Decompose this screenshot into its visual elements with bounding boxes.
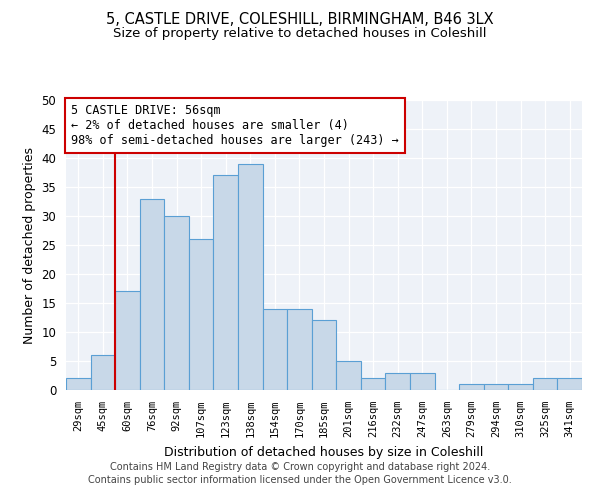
- Bar: [214, 176, 238, 390]
- Bar: [263, 309, 287, 390]
- Bar: [115, 292, 140, 390]
- Bar: [140, 198, 164, 390]
- Text: Contains public sector information licensed under the Open Government Licence v3: Contains public sector information licen…: [88, 475, 512, 485]
- Bar: [508, 384, 533, 390]
- Bar: [164, 216, 189, 390]
- X-axis label: Distribution of detached houses by size in Coleshill: Distribution of detached houses by size …: [164, 446, 484, 458]
- Bar: [312, 320, 336, 390]
- Bar: [336, 361, 361, 390]
- Text: 5 CASTLE DRIVE: 56sqm
← 2% of detached houses are smaller (4)
98% of semi-detach: 5 CASTLE DRIVE: 56sqm ← 2% of detached h…: [71, 104, 399, 148]
- Bar: [238, 164, 263, 390]
- Bar: [385, 372, 410, 390]
- Text: Size of property relative to detached houses in Coleshill: Size of property relative to detached ho…: [113, 28, 487, 40]
- Bar: [459, 384, 484, 390]
- Bar: [533, 378, 557, 390]
- Bar: [66, 378, 91, 390]
- Bar: [189, 239, 214, 390]
- Bar: [557, 378, 582, 390]
- Bar: [91, 355, 115, 390]
- Y-axis label: Number of detached properties: Number of detached properties: [23, 146, 36, 344]
- Bar: [287, 309, 312, 390]
- Bar: [484, 384, 508, 390]
- Bar: [361, 378, 385, 390]
- Bar: [410, 372, 434, 390]
- Text: Contains HM Land Registry data © Crown copyright and database right 2024.: Contains HM Land Registry data © Crown c…: [110, 462, 490, 472]
- Text: 5, CASTLE DRIVE, COLESHILL, BIRMINGHAM, B46 3LX: 5, CASTLE DRIVE, COLESHILL, BIRMINGHAM, …: [106, 12, 494, 28]
